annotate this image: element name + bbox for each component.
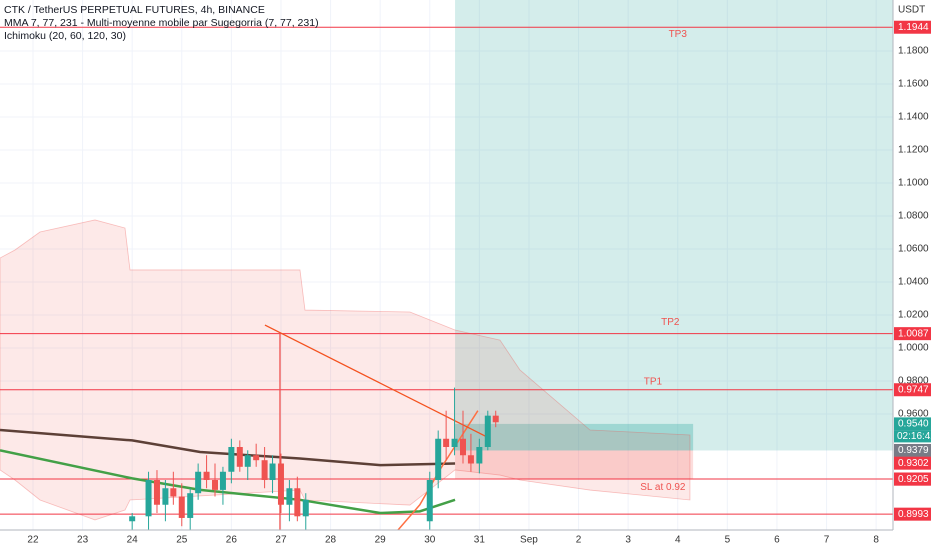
price-tag <box>894 507 931 521</box>
candle-body <box>170 488 177 497</box>
candle-body <box>277 463 284 505</box>
candle-body <box>162 488 169 505</box>
candle-body <box>435 438 442 481</box>
candle-body <box>484 415 491 448</box>
x-tick-label: 3 <box>625 535 631 546</box>
candle-body <box>187 493 194 518</box>
price-tag <box>894 443 931 457</box>
reached-zone <box>455 423 694 451</box>
price-tag <box>894 417 931 431</box>
x-tick-label: 5 <box>725 535 731 546</box>
annotation: TP2 <box>661 317 680 328</box>
candle-body <box>492 415 499 423</box>
price-tag-label: 0.9302 <box>898 458 929 469</box>
candle-body <box>129 516 136 522</box>
y-tick-label: 1.0400 <box>898 277 929 288</box>
price-tag-label: 0.9205 <box>898 474 929 485</box>
x-tick-label: 8 <box>873 535 879 546</box>
candle-body <box>269 463 276 481</box>
price-tag <box>894 327 931 341</box>
countdown-tag <box>894 430 931 443</box>
annotation: SL at 0.92 <box>640 482 686 493</box>
plot-area: TP3 TP2 TP1 SL at 0.92 <box>0 0 893 530</box>
y-tick-label: 1.0800 <box>898 211 929 222</box>
y-tick-label: 0.9600 <box>898 409 929 420</box>
annotation: TP3 <box>669 29 688 40</box>
candle-body <box>212 480 219 490</box>
y-axis-label: USDT <box>898 5 925 16</box>
candle-body <box>153 480 160 505</box>
candle-body <box>459 438 466 456</box>
price-tag-label: 0.8993 <box>898 509 929 520</box>
x-tick-label: 2 <box>576 535 582 546</box>
y-tick-label: 1.0000 <box>898 343 929 354</box>
y-tick-label: 1.0600 <box>898 244 929 255</box>
candle-body <box>228 447 235 472</box>
price-tag-label: 0.9379 <box>898 445 929 456</box>
ichimoku-cloud <box>0 219 691 521</box>
y-tick-label: 1.1400 <box>898 112 929 123</box>
annotation: TP1 <box>644 376 663 387</box>
candle-body <box>261 460 268 481</box>
x-tick-label: 24 <box>127 535 139 546</box>
candle-body <box>286 488 293 505</box>
profit-zone <box>455 0 893 451</box>
x-tick-label: 23 <box>77 535 89 546</box>
candle-body <box>203 471 210 481</box>
x-tick-label: 28 <box>325 535 337 546</box>
price-tag-label: 1.1944 <box>898 22 929 33</box>
price-tag <box>894 472 931 486</box>
y-tick-label: 1.1200 <box>898 145 929 156</box>
candle-body <box>219 471 226 490</box>
stop-zone <box>455 450 694 480</box>
candle-body <box>443 438 450 448</box>
candle-body <box>294 488 301 517</box>
x-tick-label: 7 <box>824 535 830 546</box>
candle-body <box>467 455 474 464</box>
y-tick-label: 0.9800 <box>898 376 929 387</box>
price-tag <box>894 383 931 397</box>
candle-body <box>302 499 309 517</box>
axes: 1.1800 1.1600 1.1400 1.1200 1.1000 1.0800 1.06… <box>27 20 932 546</box>
y-tick-label: 1.0200 <box>898 310 929 321</box>
x-tick-label: 29 <box>375 535 387 546</box>
chart-title: CTK / TetherUS PERPETUAL FUTURES, 4h, BI… <box>4 4 265 16</box>
candle-body <box>426 480 433 522</box>
x-tick-label: 22 <box>27 535 39 546</box>
x-tick-label: 30 <box>424 535 436 546</box>
x-tick-label: 27 <box>275 535 287 546</box>
indicator-label: Ichimoku (20, 60, 120, 30) <box>4 30 126 42</box>
price-tag-label: 0.9747 <box>898 384 929 395</box>
price-tag-label: 1.0087 <box>898 328 929 339</box>
candle-body <box>236 447 243 467</box>
price-tag <box>894 20 931 34</box>
y-tick-label: 1.1600 <box>898 79 929 90</box>
y-tick-label: 1.1000 <box>898 178 929 189</box>
trend-line <box>264 324 488 438</box>
x-tick-label: 25 <box>176 535 188 546</box>
candle-body <box>145 480 152 517</box>
candle-body <box>451 438 458 448</box>
x-tick-label: Sep <box>520 535 538 546</box>
candle-body <box>178 496 185 518</box>
countdown: 02:16:42 <box>897 431 932 442</box>
x-tick-label: 31 <box>474 535 486 546</box>
x-tick-label: 4 <box>675 535 681 546</box>
x-tick-label: 6 <box>774 535 780 546</box>
candle-body <box>476 447 483 464</box>
y-tick-label: 1.1800 <box>898 46 929 57</box>
price-tag <box>894 456 931 470</box>
candle-body <box>253 455 260 461</box>
candle-body <box>244 455 251 467</box>
candle-body <box>195 471 202 494</box>
x-tick-label: 26 <box>226 535 238 546</box>
indicator-label: MMA 7, 77, 231 - Multi-moyenne mobile pa… <box>4 17 319 29</box>
price-tag-label: 0.9540 <box>898 419 929 430</box>
